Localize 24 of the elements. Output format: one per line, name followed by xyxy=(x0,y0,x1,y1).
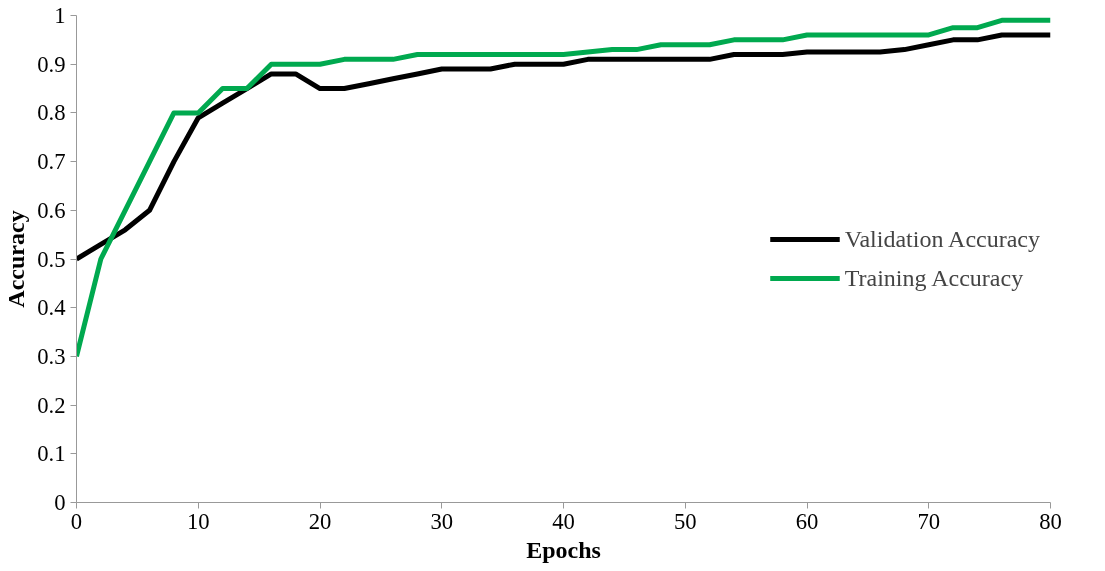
x-tick-label: 40 xyxy=(552,508,575,534)
y-tick-label: 0.7 xyxy=(37,149,66,175)
x-tick-label: 60 xyxy=(795,508,819,534)
y-axis-title: Accuracy xyxy=(3,210,30,308)
y-tick-label: 0.2 xyxy=(37,392,66,418)
y-tick-label: 0.1 xyxy=(37,441,66,467)
y-tick-label: 0.3 xyxy=(37,343,66,369)
legend-label: Training Accuracy xyxy=(844,264,1024,292)
x-tick-label: 80 xyxy=(1039,508,1062,534)
y-tick-label: 0.8 xyxy=(37,100,66,126)
y-tick-label: 0 xyxy=(54,490,66,515)
y-tick-label: 0.4 xyxy=(37,295,66,321)
x-tick-label: 70 xyxy=(917,508,941,534)
x-tick-label: 20 xyxy=(308,508,332,534)
y-tick-label: 0.5 xyxy=(37,246,66,272)
y-tick-label: 0.6 xyxy=(37,197,66,223)
y-tick-label: 1 xyxy=(54,3,66,28)
legend-label: Validation Accuracy xyxy=(844,225,1040,253)
x-tick-label: 30 xyxy=(430,508,454,534)
y-tick-label: 0.9 xyxy=(37,51,66,77)
x-tick-label: 50 xyxy=(673,508,697,534)
x-tick-label: 0 xyxy=(70,508,83,534)
x-axis-title: Epochs xyxy=(526,536,601,563)
x-tick-label: 10 xyxy=(186,508,210,534)
